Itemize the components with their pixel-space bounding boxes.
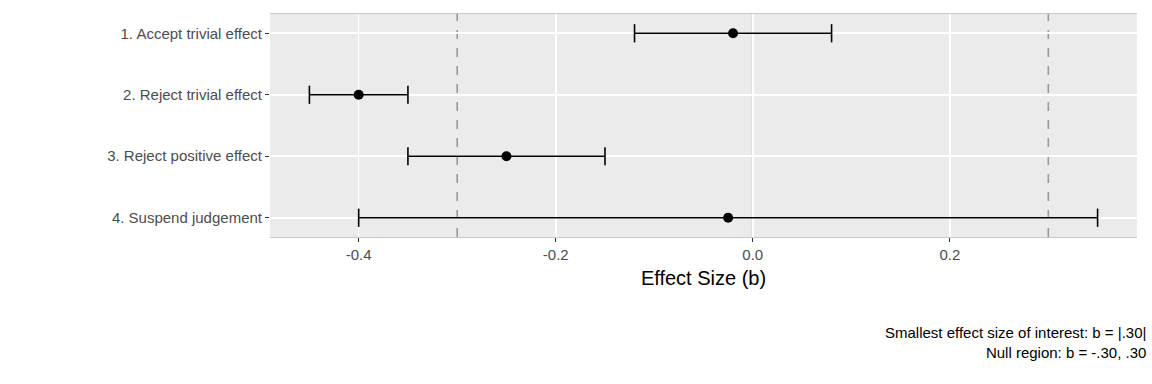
svg-text:-0.2: -0.2 <box>543 246 569 263</box>
svg-text:1. Accept trivial effect: 1. Accept trivial effect <box>121 25 263 42</box>
svg-text:Effect Size (b): Effect Size (b) <box>641 267 766 289</box>
svg-text:2. Reject trivial effect: 2. Reject trivial effect <box>123 86 263 103</box>
svg-text:-0.4: -0.4 <box>346 246 372 263</box>
svg-text:0.0: 0.0 <box>742 246 763 263</box>
svg-text:0.2: 0.2 <box>939 246 960 263</box>
svg-text:3. Reject positive effect: 3. Reject positive effect <box>107 147 263 164</box>
svg-text:Smallest effect size of intere: Smallest effect size of interest: b = |.… <box>885 324 1146 361</box>
svg-text:4. Suspend judgement: 4. Suspend judgement <box>112 209 263 226</box>
